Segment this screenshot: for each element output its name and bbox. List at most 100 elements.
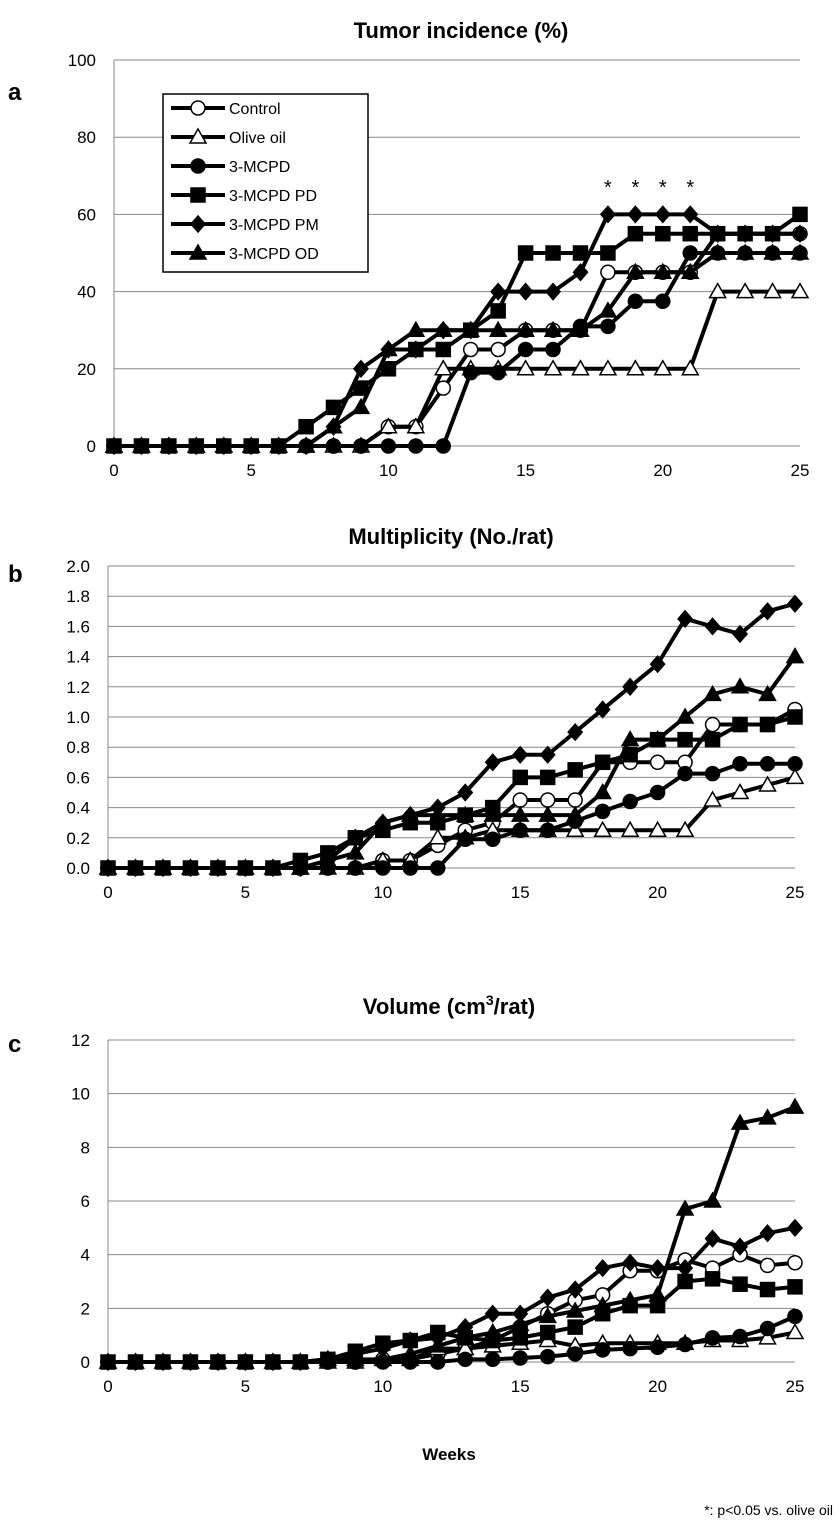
3-mcpd-od-point [758, 684, 777, 702]
3-mcpd-point [594, 1342, 611, 1358]
3-mcpd-point [325, 438, 342, 454]
3-mcpd-pm-point [627, 205, 644, 224]
legend-3-mcpd-label: 3-MCPD [229, 159, 290, 176]
y-tick-label: 1.4 [66, 648, 90, 667]
3-mcpd-od-point [159, 436, 179, 453]
3-mcpd-pd-point [792, 206, 808, 223]
control-point [704, 716, 721, 733]
olive-oil-point [785, 1322, 805, 1340]
3-mcpd-point [759, 1320, 776, 1337]
3-mcpd-pm-point [572, 263, 589, 282]
3-mcpd-point [682, 245, 698, 261]
3-mcpd-od-point [626, 262, 645, 280]
footnote: *: p<0.05 vs. olive oil [704, 1502, 833, 1518]
3-mcpd-od-point [104, 436, 124, 453]
3-mcpd-point [430, 1354, 446, 1370]
3-mcpd-od-point [620, 1290, 640, 1308]
legend-3-mcpd-od-label: 3-MCPD OD [229, 246, 319, 263]
3-mcpd-od-point [461, 320, 481, 337]
3-mcpd-point [787, 756, 803, 772]
legend-3-mcpd-pd-label: 3-MCPD PD [229, 188, 317, 205]
3-mcpd-od-point [241, 436, 261, 453]
3-mcpd-pm-point [759, 602, 776, 621]
olive-oil-point [379, 417, 398, 434]
3-mcpd-point [655, 293, 671, 309]
legend-control-marker [190, 100, 206, 116]
legend-olive-oil-marker [188, 127, 208, 144]
olive-oil-point [406, 417, 426, 434]
3-mcpd-point [353, 438, 369, 454]
3-mcpd-pm-point [594, 1258, 611, 1278]
y-tick-label: 0.8 [66, 738, 90, 757]
3-mcpd-pm-point [787, 594, 803, 613]
olive-oil-point [516, 359, 535, 376]
olive-oil-point [675, 820, 695, 837]
3-mcpd-od-point [126, 858, 145, 875]
y-tick-label: 12 [71, 1031, 90, 1050]
x-tick-label: 5 [241, 1377, 250, 1396]
3-mcpd-od-point [346, 843, 365, 860]
3-mcpd-point [512, 1350, 528, 1366]
y-tick-label: 2.0 [66, 557, 90, 576]
panel-a-axes: 0 20 40 60 80 100 0 5 10 15 20 25 [68, 51, 810, 480]
3-mcpd-od-point [758, 1108, 777, 1125]
3-mcpd-pd-point [787, 709, 803, 725]
3-mcpd-od-point [318, 1349, 338, 1367]
control-point [600, 264, 616, 281]
olive-oil-point [735, 282, 755, 299]
olive-oil-point [433, 359, 453, 376]
3-mcpd-point [622, 793, 638, 810]
series-3-mcpd-od [104, 243, 810, 453]
y-tick-label: 8 [81, 1138, 90, 1157]
series-olive-oil [104, 282, 810, 453]
3-mcpd-od-point [648, 1285, 667, 1302]
control-point [539, 792, 556, 808]
x-tick-label: 0 [103, 1377, 112, 1396]
3-mcpd-od-point [406, 320, 426, 337]
3-mcpd-pd-point [787, 1279, 803, 1295]
3-mcpd-pd-point [567, 762, 583, 778]
3-mcpd-od-point [648, 730, 667, 747]
olive-oil-point [428, 828, 448, 845]
3-mcpd-od-point [543, 320, 563, 337]
3-mcpd-pd-point [512, 769, 528, 786]
3-mcpd-od-point [126, 1352, 145, 1369]
y-tick-label: 0.4 [66, 799, 90, 818]
3-mcpd-point [649, 1339, 666, 1355]
olive-oil-point [680, 359, 700, 376]
3-mcpd-od-point [653, 262, 673, 280]
y-tick-label: 1.2 [66, 678, 90, 697]
3-mcpd-point [787, 1308, 803, 1325]
legend-olive-oil-label: Olive oil [229, 130, 286, 147]
3-mcpd-od-point [236, 1352, 255, 1369]
x-tick-label: 20 [653, 461, 672, 480]
3-mcpd-pd-point [490, 303, 506, 319]
3-mcpd-pd-point [435, 341, 452, 358]
3-mcpd-od-point [620, 730, 640, 747]
control-point [462, 341, 479, 358]
3-mcpd-pm-point [764, 224, 781, 243]
3-mcpd-pd-point [732, 716, 748, 733]
y-tick-label: 0.2 [66, 829, 90, 848]
3-mcpd-pd-point [655, 225, 671, 242]
3-mcpd-pd-point [539, 769, 556, 786]
y-tick-label: 0.6 [66, 768, 90, 787]
3-mcpd-point [622, 1340, 638, 1357]
3-mcpd-point [677, 1336, 693, 1353]
olive-oil-point [703, 790, 722, 807]
x-tick-label: 15 [511, 1377, 530, 1396]
3-mcpd-od-point [351, 397, 371, 415]
3-mcpd-od-point [516, 320, 535, 337]
y-tick-label: 60 [77, 205, 96, 224]
control-point [759, 1257, 776, 1274]
y-tick-label: 6 [81, 1192, 90, 1211]
x-tick-label: 10 [373, 883, 392, 902]
panel-a-annotations: * * * * [604, 177, 694, 199]
3-mcpd-pm-point [622, 677, 639, 696]
3-mcpd-pm-point [792, 224, 808, 243]
3-mcpd-point [484, 831, 501, 848]
3-mcpd-pm-point [732, 1237, 749, 1256]
x-tick-label: 25 [791, 461, 810, 480]
panel-c-gridlines [108, 1039, 795, 1363]
3-mcpd-pm-point [512, 745, 529, 764]
